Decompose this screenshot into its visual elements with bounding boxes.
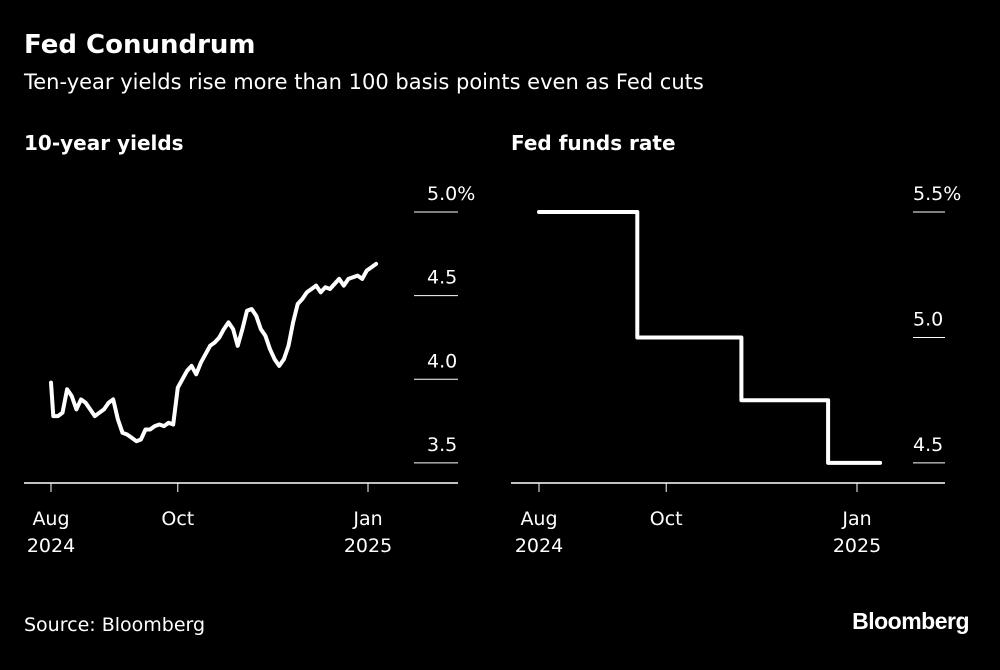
chart-subtitle: Ten-year yields rise more than 100 basis… [24, 70, 704, 94]
chart-title: Fed Conundrum [24, 30, 256, 60]
yields-x-tick-label: Aug [32, 508, 69, 530]
fedfunds-x-tick-label: Aug [520, 508, 557, 530]
yields-x-tick-label: Jan [352, 508, 382, 530]
fedfunds-y-tick-label: 5.5% [913, 183, 961, 205]
yields-x-tick-year-label: 2024 [27, 535, 75, 557]
fedfunds-x-tick-label: Oct [650, 508, 683, 530]
source-note: Source: Bloomberg [24, 614, 206, 636]
bloomberg-logo: Bloomberg [852, 608, 969, 634]
yields-x-tick-year-label: 2025 [344, 535, 392, 557]
fedfunds-y-tick-label: 4.5 [913, 434, 943, 456]
fedfunds-x-tick-label: Jan [841, 508, 871, 530]
fedfunds-x-tick-year-label: 2024 [515, 535, 563, 557]
yields-panel-title: 10-year yields [24, 131, 184, 155]
yields-y-tick-label: 3.5 [427, 434, 457, 456]
fed-funds-panel-title: Fed funds rate [511, 131, 676, 155]
yields-x-tick-label: Oct [161, 508, 194, 530]
yields-y-tick-label: 4.5 [427, 267, 457, 289]
fedfunds-x-tick-year-label: 2025 [833, 535, 881, 557]
fedfunds-y-tick-label: 5.0 [913, 308, 943, 330]
fedfunds-series-line [537, 210, 883, 465]
yields-y-tick-label: 5.0% [427, 183, 475, 205]
yields-y-tick-label: 4.0 [427, 350, 457, 372]
yields-series-line [49, 261, 379, 444]
